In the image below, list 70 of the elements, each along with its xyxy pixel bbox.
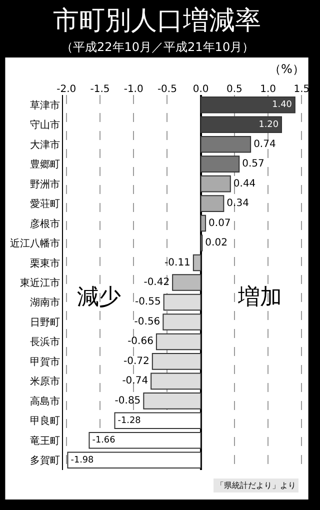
bar xyxy=(200,175,231,192)
bar xyxy=(150,372,202,390)
data-label: -1.28 xyxy=(118,416,142,426)
data-label: 0.44 xyxy=(233,178,256,190)
data-label: -1.98 xyxy=(70,455,94,466)
annotation: 減少 xyxy=(77,285,121,310)
bar xyxy=(163,294,202,311)
data-label: -0.56 xyxy=(134,316,160,328)
data-label: -0.85 xyxy=(114,395,141,406)
data-label: -0.55 xyxy=(134,296,161,308)
bar xyxy=(200,156,240,172)
y-tick-label: 東近江市 xyxy=(20,277,60,289)
y-tick-label: 甲良町 xyxy=(30,415,60,428)
data-label: 0.07 xyxy=(208,218,231,229)
bar xyxy=(88,432,202,449)
bar xyxy=(200,136,252,153)
data-label: -0.42 xyxy=(144,277,170,288)
x-tick-label: 0.5 xyxy=(226,84,242,95)
bar xyxy=(200,214,206,232)
y-tick-label: 野洲市 xyxy=(30,178,60,190)
data-label: 0.74 xyxy=(254,138,276,150)
y-tick-label: 長浜市 xyxy=(30,336,60,348)
y-tick-label: 栗東市 xyxy=(30,257,60,270)
data-label: 0.02 xyxy=(205,238,228,249)
bar xyxy=(156,333,202,350)
y-tick-label: 彦根市 xyxy=(30,218,60,230)
chart-title: 市町別人口増減率 xyxy=(53,6,261,36)
bar xyxy=(152,353,202,370)
data-label: 1.40 xyxy=(272,100,292,110)
y-tick-label: 湖南市 xyxy=(30,296,60,309)
y-tick-label: 竜王町 xyxy=(30,434,60,447)
y-tick-label: 豊郷町 xyxy=(30,158,60,171)
y-tick-label: 草津市 xyxy=(30,99,60,112)
chart-subtitle: （平成22年10月／平成21年10月） xyxy=(61,40,254,54)
x-tick-label: 1.0 xyxy=(260,84,276,95)
bar xyxy=(114,412,202,430)
y-tick-label: 米原市 xyxy=(30,376,60,388)
data-label: -0.66 xyxy=(128,336,154,348)
data-label: 1.20 xyxy=(258,120,279,130)
bar xyxy=(162,314,202,330)
x-tick-label: 1.5 xyxy=(294,84,310,95)
bar xyxy=(67,452,202,469)
data-label: -0.72 xyxy=(124,356,150,367)
y-tick-label: 愛荘町 xyxy=(30,198,60,210)
data-label: -0.11 xyxy=(164,257,190,268)
y-tick-label: 日野町 xyxy=(30,317,60,328)
y-tick-label: 大津市 xyxy=(30,138,60,151)
y-tick-label: 守山市 xyxy=(30,119,60,132)
x-tick-label: 0.0 xyxy=(192,84,209,95)
text: 「県統計だより」より xyxy=(216,481,296,490)
bar xyxy=(192,254,202,272)
y-tick-label: 甲賀市 xyxy=(30,356,60,368)
x-tick-label: -1.5 xyxy=(90,84,110,95)
y-tick-label: 多賀町 xyxy=(30,454,60,467)
bar xyxy=(200,96,296,114)
data-label: -0.74 xyxy=(122,376,148,387)
bar xyxy=(200,116,282,133)
x-tick-label: -2.0 xyxy=(56,84,76,95)
annotation: 増加 xyxy=(237,285,282,310)
y-tick-label: 近江八幡市 xyxy=(10,238,60,250)
data-label: 0.57 xyxy=(242,158,264,170)
data-label: 0.34 xyxy=(226,198,249,210)
bar xyxy=(200,195,224,212)
bar xyxy=(143,392,202,410)
data-label: -1.66 xyxy=(92,436,116,446)
x-tick-label: -1.0 xyxy=(124,84,144,95)
text: （%） xyxy=(269,62,304,76)
y-tick-label: 高島市 xyxy=(30,395,60,408)
x-tick-label: -0.5 xyxy=(157,84,177,95)
bar xyxy=(172,274,202,291)
